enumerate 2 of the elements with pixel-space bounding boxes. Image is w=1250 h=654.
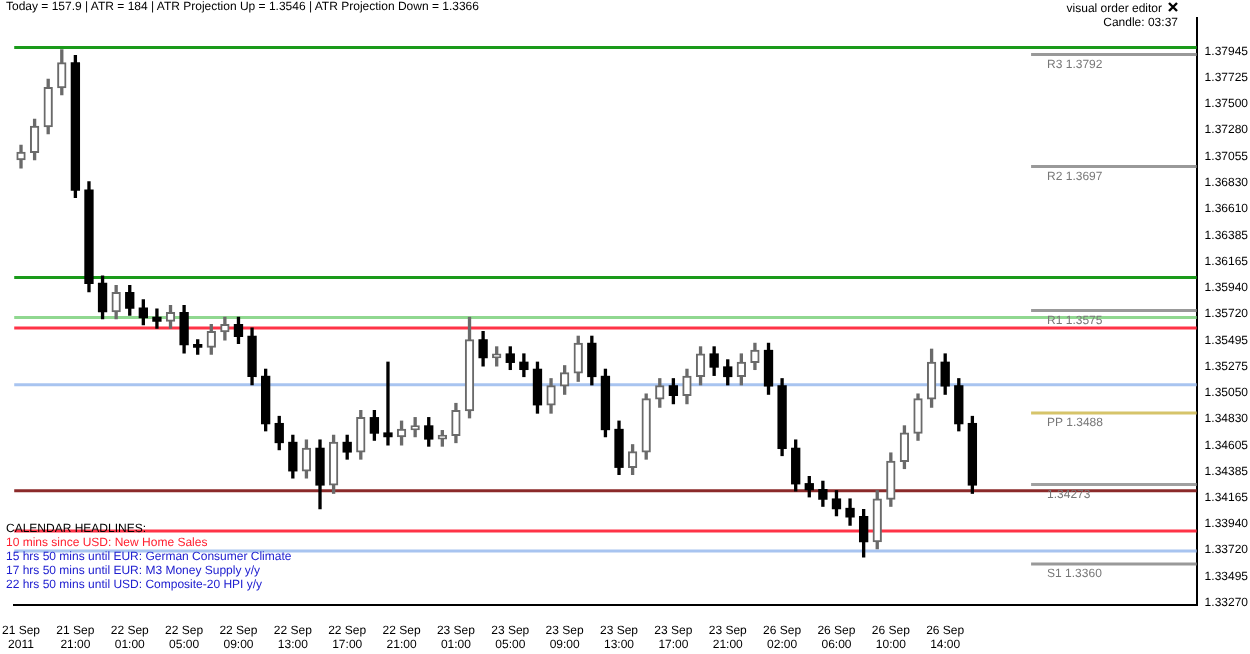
candlestick: [383, 361, 393, 446]
candlestick: [152, 308, 162, 329]
